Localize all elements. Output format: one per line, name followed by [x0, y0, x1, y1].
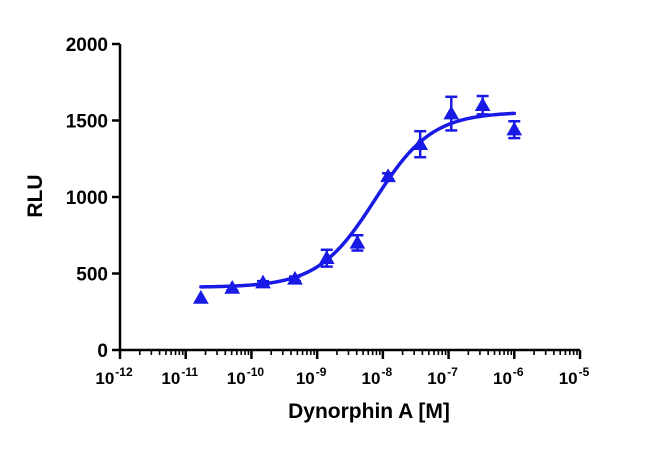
x-tick-label: 10-6 — [493, 365, 524, 388]
data-point — [474, 97, 491, 111]
data-point — [349, 234, 366, 249]
x-axis-title: Dynorphin A [M] — [288, 400, 450, 423]
data-point — [380, 168, 396, 183]
x-tick-label: 10-12 — [95, 365, 133, 388]
y-tick-label: 500 — [76, 265, 108, 286]
data-point — [255, 274, 271, 289]
data-point — [224, 280, 241, 294]
axes: 0 500 1000 1500 2000 10-12 10-11 10-10 10-9 10-8 1… — [66, 35, 590, 388]
x-tick-label: 10-8 — [362, 365, 393, 388]
data-point — [287, 270, 303, 285]
x-tick-label: 10-10 — [227, 365, 265, 388]
y-tick-label: 1500 — [66, 112, 108, 133]
x-tick-label: 10-7 — [427, 365, 458, 388]
y-tick-label: 2000 — [66, 35, 108, 56]
x-tick-label: 10-11 — [161, 365, 198, 388]
data-point — [506, 121, 523, 136]
fit-curve — [199, 111, 517, 289]
data-points-layer — [192, 94, 523, 304]
data-point — [192, 289, 209, 304]
fit-curve-layer — [199, 111, 517, 289]
data-point — [412, 136, 429, 150]
x-tick-label: 10-9 — [296, 365, 327, 388]
data-point — [443, 105, 460, 120]
y-tick-label: 1000 — [66, 188, 108, 209]
data-point — [318, 250, 335, 264]
y-axis-title: RLU — [24, 174, 47, 217]
x-tick-label: 10-5 — [559, 365, 590, 388]
y-tick-label: 0 — [97, 341, 108, 362]
